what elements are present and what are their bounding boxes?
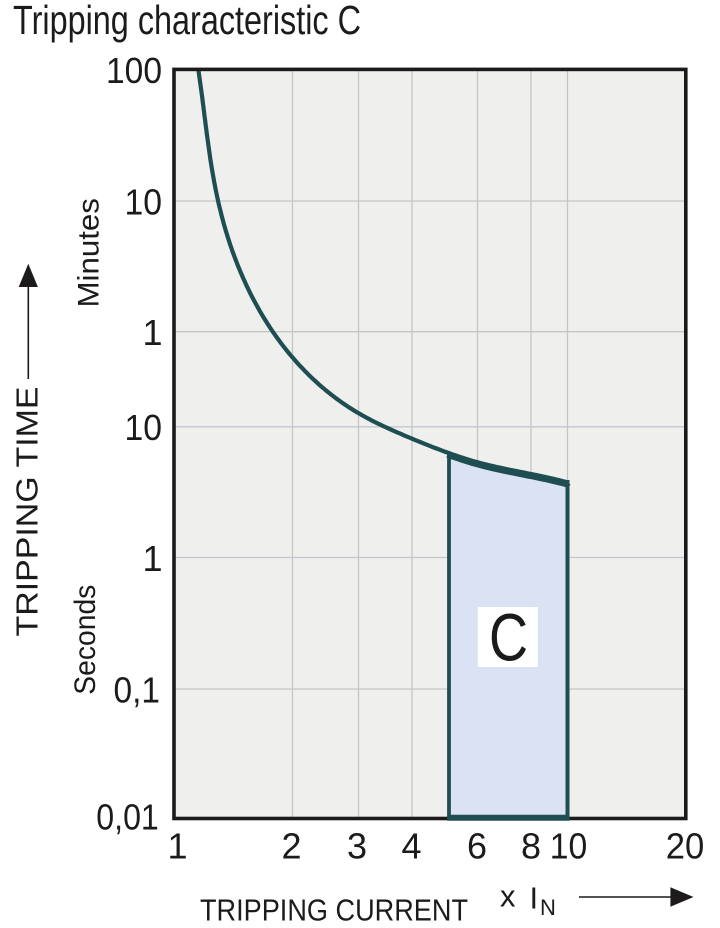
svg-text:0,1: 0,1 — [114, 670, 161, 711]
svg-text:10: 10 — [125, 181, 163, 222]
svg-text:I: I — [530, 880, 539, 915]
svg-text:1: 1 — [142, 312, 162, 353]
svg-text:20: 20 — [666, 826, 705, 867]
svg-text:1: 1 — [167, 826, 187, 867]
svg-text:8: 8 — [521, 826, 541, 867]
svg-text:TRIPPING CURRENT: TRIPPING CURRENT — [200, 893, 468, 927]
svg-text:100: 100 — [106, 50, 162, 91]
svg-text:10: 10 — [125, 407, 163, 448]
svg-text:2: 2 — [281, 826, 301, 867]
svg-text:1: 1 — [142, 538, 162, 579]
svg-text:Tripping characteristic C: Tripping characteristic C — [13, 0, 361, 43]
svg-text:0,01: 0,01 — [96, 797, 159, 838]
svg-text:10: 10 — [550, 826, 588, 867]
svg-text:C: C — [489, 601, 528, 676]
svg-text:3: 3 — [347, 826, 367, 867]
svg-text:Minutes: Minutes — [73, 198, 106, 307]
svg-text:x: x — [500, 879, 516, 914]
svg-text:4: 4 — [401, 826, 421, 867]
svg-text:N: N — [540, 895, 556, 920]
svg-text:TRIPPING TIME: TRIPPING TIME — [9, 387, 44, 637]
svg-text:6: 6 — [467, 826, 487, 867]
svg-text:Seconds: Seconds — [69, 585, 102, 695]
